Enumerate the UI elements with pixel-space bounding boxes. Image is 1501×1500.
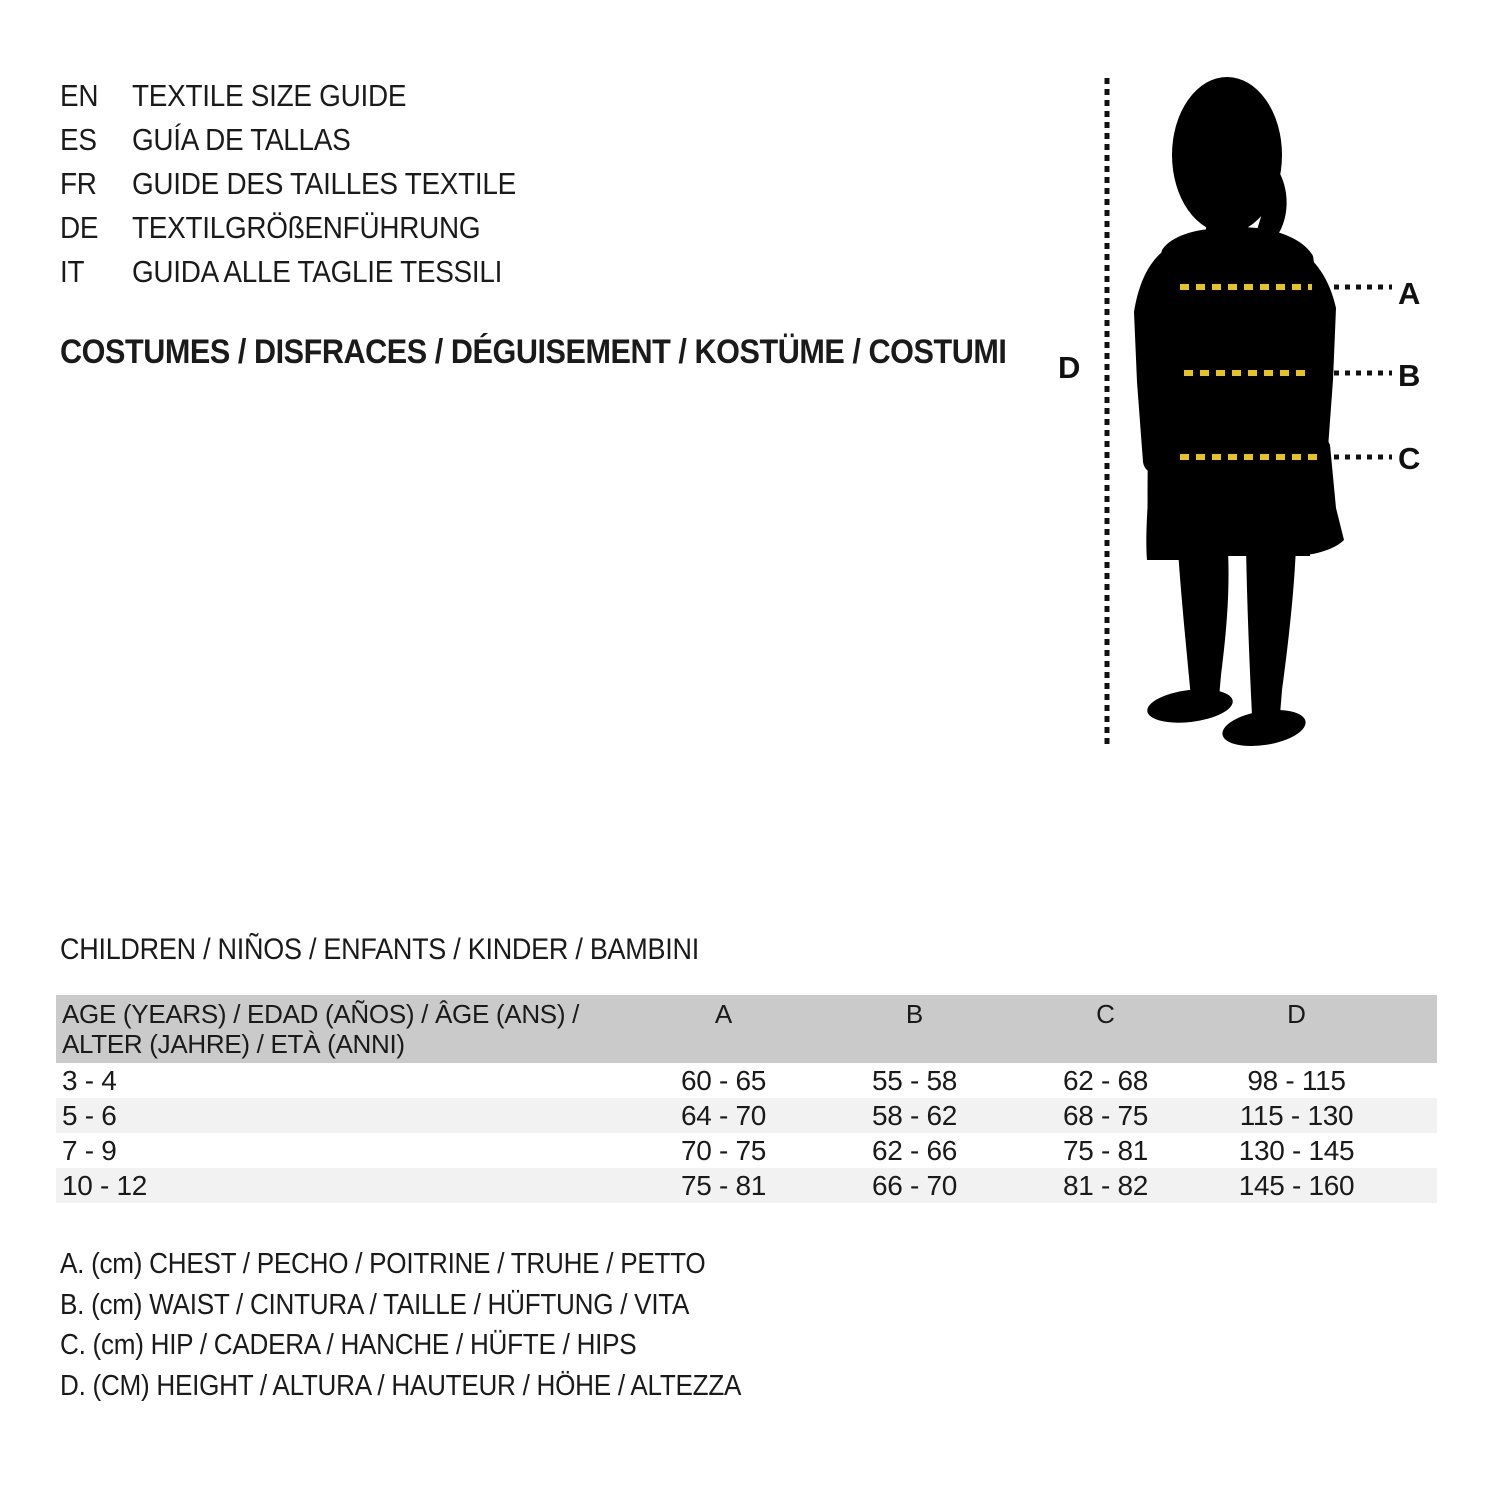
column-header-a: A [714,999,733,1029]
waist-cell: 55 - 58 [871,1065,958,1096]
lang-row-es: ES GUÍA DE TALLAS [60,118,516,162]
lang-label: GUÍA DE TALLAS [132,122,351,157]
lang-label: TEXTILGRÖßENFÜHRUNG [132,210,481,245]
table-row: 7 - 9 70 - 75 62 - 66 75 - 81 130 - 145 [56,1133,1437,1168]
row-filler [1392,1168,1437,1203]
table-header-row: AGE (YEARS) / EDAD (AÑOS) / ÂGE (ANS) / … [56,995,1437,1063]
figure-label-a: A [1398,276,1421,311]
measurement-legend: A. (cm) CHEST / PECHO / POITRINE / TRUHE… [60,1244,741,1406]
lang-code: EN [60,78,99,113]
hair-shape [1254,170,1287,246]
lang-code: ES [60,122,97,157]
age-cell: 10 - 12 [62,1170,148,1201]
left-leg-shape [1178,550,1229,698]
row-filler [1392,1133,1437,1168]
child-silhouette-icon [1104,77,1392,747]
row-filler [1392,1098,1437,1133]
lang-label: GUIDA ALLE TAGLIE TESSILI [132,254,503,289]
table-row: 3 - 4 60 - 65 55 - 58 62 - 68 98 - 115 [56,1063,1437,1098]
age-column-header: AGE (YEARS) / EDAD (AÑOS) / ÂGE (ANS) / … [56,995,628,1063]
legend-line-hip: C. (cm) HIP / CADERA / HANCHE / HÜFTE / … [60,1329,637,1361]
height-cell: 145 - 160 [1238,1170,1355,1201]
hip-cell: 75 - 81 [1062,1135,1149,1166]
language-title-list: EN TEXTILE SIZE GUIDE ES GUÍA DE TALLAS … [60,74,516,294]
left-shoe-shape [1147,689,1233,723]
child-silhouette-figure: A B C D [1050,70,1501,770]
lang-row-it: IT GUIDA ALLE TAGLIE TESSILI [60,250,516,294]
lang-row-de: DE TEXTILGRÖßENFÜHRUNG [60,206,516,250]
lang-row-fr: FR GUIDE DES TAILLES TEXTILE [60,162,516,206]
column-header-d: D [1287,999,1306,1029]
legend-line-waist: B. (cm) WAIST / CINTURA / TAILLE / HÜFTU… [60,1288,690,1321]
height-cell: 130 - 145 [1238,1135,1355,1166]
table-row: 10 - 12 75 - 81 66 - 70 81 - 82 145 - 16… [56,1168,1437,1203]
lang-label: GUIDE DES TAILLES TEXTILE [132,166,516,201]
right-arm-shape [1266,236,1336,473]
lang-code: DE [60,210,99,245]
row-filler [1392,1063,1437,1098]
left-arm-shape [1134,238,1190,473]
category-title: COSTUMES / DISFRACES / DÉGUISEMENT / KOS… [60,333,1007,371]
hip-cell: 81 - 82 [1062,1170,1149,1201]
chest-cell: 60 - 65 [680,1065,767,1096]
table-row: 5 - 6 64 - 70 58 - 62 68 - 75 115 - 130 [56,1098,1437,1133]
lang-code: IT [60,254,85,289]
hip-cell: 62 - 68 [1062,1065,1149,1096]
figure-label-d: D [1058,350,1081,385]
figure-label-b: B [1398,358,1421,393]
lang-label: TEXTILE SIZE GUIDE [132,78,407,113]
lang-row-en: EN TEXTILE SIZE GUIDE [60,74,516,118]
chest-cell: 70 - 75 [680,1135,767,1166]
chest-cell: 64 - 70 [680,1100,767,1131]
figure-label-c: C [1398,441,1421,476]
hip-cell: 68 - 75 [1062,1100,1149,1131]
waist-cell: 58 - 62 [871,1100,958,1131]
children-size-table: AGE (YEARS) / EDAD (AÑOS) / ÂGE (ANS) / … [56,995,1437,1203]
height-cell: 115 - 130 [1239,1100,1354,1131]
right-shoe-shape [1222,709,1306,747]
lang-code: FR [60,166,97,201]
shorts-shape [1146,428,1344,560]
chest-cell: 75 - 81 [680,1170,767,1201]
right-leg-shape [1246,546,1296,715]
age-cell: 3 - 4 [62,1065,117,1096]
height-cell: 98 - 115 [1247,1065,1346,1096]
age-cell: 7 - 9 [62,1135,117,1166]
waist-cell: 62 - 66 [871,1135,958,1166]
age-header-line1: AGE (YEARS) / EDAD (AÑOS) / ÂGE (ANS) / [62,999,580,1029]
legend-line-height: D. (CM) HEIGHT / ALTURA / HAUTEUR / HÖHE… [60,1369,742,1402]
header-filler [1392,995,1437,1063]
column-header-c: C [1096,999,1115,1029]
head-shape [1172,77,1282,233]
legend-line-chest: A. (cm) CHEST / PECHO / POITRINE / TRUHE… [60,1248,706,1280]
age-cell: 5 - 6 [62,1100,117,1131]
waist-cell: 66 - 70 [871,1170,958,1201]
table-title: CHILDREN / NIÑOS / ENFANTS / KINDER / BA… [60,933,699,966]
age-header-line2: ALTER (JAHRE) / ETÀ (ANNI) [62,1029,405,1059]
column-header-b: B [905,999,924,1029]
